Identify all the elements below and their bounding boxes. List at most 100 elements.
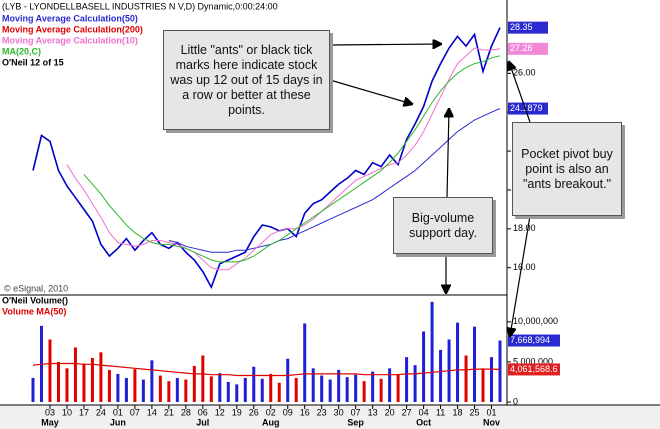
volume-bar bbox=[337, 369, 341, 402]
volume-bar bbox=[362, 381, 366, 402]
volume-bar bbox=[56, 361, 60, 402]
month-label: Aug bbox=[262, 417, 280, 427]
volume-bar bbox=[124, 377, 128, 402]
volume-bar bbox=[31, 377, 35, 402]
month-label: May bbox=[41, 417, 59, 427]
series-line bbox=[32, 362, 501, 377]
volume-bar bbox=[158, 375, 162, 402]
x-tick-label: 28 bbox=[181, 407, 191, 417]
volume-bar bbox=[65, 368, 69, 402]
volume-bar bbox=[73, 347, 77, 402]
price-tag-label: 28.35 bbox=[510, 22, 533, 32]
volume-bar bbox=[277, 382, 281, 402]
volume-bar bbox=[439, 349, 443, 402]
month-label: Jun bbox=[110, 417, 126, 427]
legend-entry: Moving Average Calculation(10) bbox=[2, 35, 138, 45]
x-tick-label: 06 bbox=[198, 407, 208, 417]
date-axis-band bbox=[0, 405, 660, 429]
x-tick-label: 30 bbox=[334, 407, 344, 417]
y-tick-label: 26.00 bbox=[513, 68, 536, 78]
volume-bar bbox=[473, 326, 477, 402]
y-tick-label: 0 bbox=[513, 396, 518, 406]
volume-bar bbox=[405, 357, 409, 402]
arrow bbox=[510, 215, 531, 336]
volume-bar bbox=[422, 331, 426, 402]
volume-bar bbox=[303, 323, 307, 402]
x-tick-label: 21 bbox=[164, 407, 174, 417]
volume-bar bbox=[133, 369, 137, 402]
volume-bar bbox=[252, 366, 256, 402]
arrow bbox=[329, 79, 412, 104]
x-tick-label: 12 bbox=[215, 407, 225, 417]
volume-bar bbox=[209, 376, 213, 402]
arrow bbox=[509, 62, 531, 123]
volume-bar bbox=[456, 322, 460, 402]
legend-entry: MA(20,C) bbox=[2, 46, 41, 56]
volume-bar bbox=[320, 375, 324, 402]
x-tick-label: 01 bbox=[487, 407, 497, 417]
volume-tag bbox=[508, 363, 560, 376]
arrow bbox=[329, 44, 441, 45]
x-tick-label: 23 bbox=[317, 407, 327, 417]
price-tag bbox=[508, 42, 548, 55]
volume-bar bbox=[243, 377, 247, 402]
volume-bar bbox=[396, 373, 400, 402]
volume-bar bbox=[311, 368, 315, 402]
volume-bar bbox=[345, 377, 349, 402]
volume-bar bbox=[388, 368, 392, 402]
volume-bar bbox=[235, 384, 239, 402]
y-tick-label: 5,000,000 bbox=[513, 356, 553, 366]
x-tick-label: 27 bbox=[402, 407, 412, 417]
series-line bbox=[66, 47, 501, 271]
volume-bar bbox=[184, 379, 188, 402]
month-label: Nov bbox=[483, 417, 500, 427]
volume-tag-label: 7,668,994 bbox=[510, 335, 550, 345]
legend-entry: Moving Average Calculation(50) bbox=[2, 13, 138, 23]
x-tick-label: 26 bbox=[249, 407, 259, 417]
volume-bar bbox=[192, 365, 196, 402]
volume-bar bbox=[294, 377, 298, 402]
arrow bbox=[447, 109, 449, 198]
y-tick-label: 18.00 bbox=[513, 223, 536, 233]
x-tick-label: 14 bbox=[147, 407, 157, 417]
price-tag bbox=[508, 21, 548, 34]
volume-bar bbox=[481, 368, 485, 402]
volume-bar bbox=[371, 371, 375, 402]
price-tag bbox=[508, 102, 548, 115]
price-tag-label: 24.1879 bbox=[510, 103, 543, 113]
x-tick-label: 07 bbox=[351, 407, 361, 417]
y-tick-label: 16.00 bbox=[513, 262, 536, 272]
annotation: Pocket pivot buy point is also an "ants … bbox=[512, 122, 622, 216]
volume-bar bbox=[218, 373, 222, 402]
x-tick-label: 07 bbox=[130, 407, 140, 417]
volume-bar bbox=[175, 377, 179, 402]
x-tick-label: 10 bbox=[62, 407, 72, 417]
volume-bar bbox=[413, 365, 417, 402]
volume-bar bbox=[90, 357, 94, 402]
x-tick-label: 17 bbox=[79, 407, 89, 417]
volume-bar bbox=[107, 369, 111, 402]
legend-entry: O'Neil 12 of 15 bbox=[2, 57, 64, 67]
volume-tag bbox=[508, 334, 560, 347]
volume-bar bbox=[150, 360, 154, 402]
legend-entry: O'Neil Volume() bbox=[2, 295, 68, 305]
chart-title: (LYB - LYONDELLBASELL INDUSTRIES N V,D) … bbox=[2, 1, 278, 11]
volume-bar bbox=[48, 339, 52, 402]
x-tick-label: 09 bbox=[283, 407, 293, 417]
month-label: Oct bbox=[416, 417, 431, 427]
volume-bar bbox=[490, 357, 494, 402]
volume-bar bbox=[269, 373, 273, 402]
volume-bar bbox=[82, 363, 86, 402]
x-tick-label: 16 bbox=[300, 407, 310, 417]
volume-bar bbox=[116, 373, 120, 402]
volume-bar bbox=[141, 379, 145, 402]
x-tick-label: 19 bbox=[232, 407, 242, 417]
x-tick-label: 11 bbox=[436, 407, 445, 417]
volume-bar bbox=[260, 378, 264, 402]
legend-entry: Volume MA(50) bbox=[2, 306, 66, 316]
x-tick-label: 20 bbox=[385, 407, 395, 417]
x-tick-label: 13 bbox=[368, 407, 378, 417]
x-tick-label: 18 bbox=[453, 407, 463, 417]
x-tick-label: 03 bbox=[45, 407, 55, 417]
volume-tag-label: 4,061,568.6 bbox=[510, 364, 558, 374]
